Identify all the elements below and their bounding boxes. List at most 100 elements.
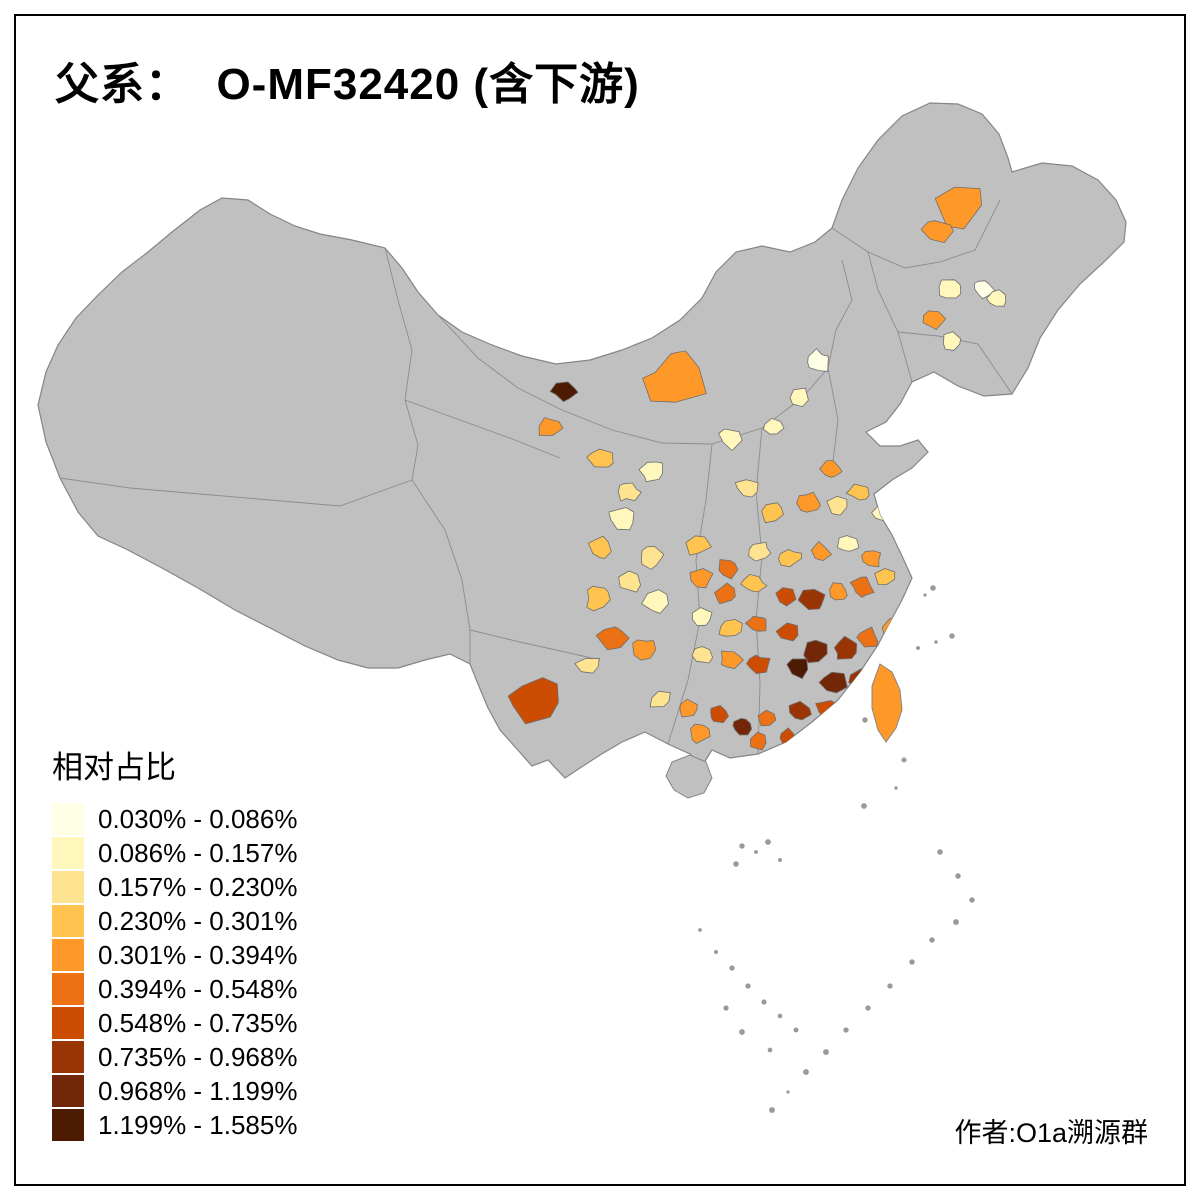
legend-item: 1.199% - 1.585%: [52, 1109, 297, 1141]
island-dot: [862, 717, 868, 723]
map-region: [632, 639, 657, 661]
map-region: [775, 587, 797, 607]
legend-swatch: [52, 973, 84, 1005]
legend-item: 0.030% - 0.086%: [52, 803, 297, 835]
island-dot: [865, 1005, 871, 1011]
island-dot: [949, 633, 955, 639]
map-region: [642, 350, 707, 403]
island-dot: [803, 1069, 809, 1075]
map-region: [718, 428, 743, 452]
island-dot: [713, 949, 719, 955]
hainan-island: [665, 754, 713, 799]
map-region: [538, 417, 564, 436]
map-region: [587, 535, 612, 559]
map-region: [762, 417, 785, 435]
legend-label: 0.030% - 0.086%: [98, 803, 298, 834]
legend-item: 0.735% - 0.968%: [52, 1041, 297, 1073]
map-region: [638, 461, 663, 483]
map-region: [789, 387, 809, 408]
map-region: [934, 186, 983, 230]
map-region: [586, 585, 611, 612]
map-region: [690, 723, 711, 744]
legend-item: 0.086% - 0.157%: [52, 837, 297, 869]
legend-swatch: [52, 871, 84, 903]
map-region: [641, 589, 669, 614]
map-region: [691, 646, 714, 664]
map-region: [810, 540, 833, 562]
island-dot: [861, 803, 867, 809]
map-region: [837, 535, 860, 552]
map-region: [920, 220, 954, 244]
map-region: [757, 709, 777, 727]
island-dot: [739, 1029, 745, 1035]
map-region: [807, 348, 829, 372]
island-dot: [777, 1013, 783, 1019]
legend-swatch: [52, 803, 84, 835]
map-region: [574, 657, 600, 674]
map-region: [803, 639, 828, 664]
island-dot: [769, 1107, 775, 1113]
map-region: [797, 588, 826, 611]
taiwan-island: [871, 663, 903, 743]
island-dot: [930, 585, 936, 591]
legend-swatch: [52, 837, 84, 869]
legend-swatch: [52, 1109, 84, 1141]
map-region: [640, 546, 665, 570]
sea-islands: [698, 585, 975, 1113]
island-dot: [767, 1047, 773, 1053]
island-dot: [955, 873, 961, 879]
map-region: [617, 482, 643, 502]
island-dot: [723, 1005, 729, 1011]
province-borders: [59, 199, 1013, 755]
map-region: [749, 731, 767, 751]
map-region: [942, 331, 961, 351]
legend-swatch: [52, 905, 84, 937]
legend-swatch: [52, 939, 84, 971]
island-dot: [765, 839, 771, 845]
legend-item: 0.230% - 0.301%: [52, 905, 297, 937]
map-region: [618, 570, 642, 593]
legend-items: 0.030% - 0.086% 0.086% - 0.157% 0.157% - 0…: [52, 803, 297, 1141]
legend-label: 0.086% - 0.157%: [98, 837, 298, 868]
map-region: [746, 654, 771, 675]
map-region: [718, 618, 743, 637]
island-dot: [969, 897, 975, 903]
map-region: [829, 582, 848, 601]
legend-label: 0.735% - 0.968%: [98, 1041, 298, 1072]
legend-item: 0.394% - 0.548%: [52, 973, 297, 1005]
map-region: [595, 626, 630, 651]
map-region: [874, 568, 896, 586]
map-region: [740, 573, 768, 593]
map-region: [818, 671, 848, 694]
map-region: [744, 615, 767, 632]
island-dot: [953, 919, 959, 925]
map-region: [775, 622, 799, 642]
map-region: [891, 514, 911, 528]
legend-title: 相对占比: [52, 750, 176, 785]
legend-swatch: [52, 1007, 84, 1039]
map-region: [796, 491, 821, 513]
legend-label: 0.230% - 0.301%: [98, 905, 298, 936]
island-dot: [786, 1090, 790, 1094]
map-region: [986, 289, 1007, 307]
legend-item: 0.968% - 1.199%: [52, 1075, 297, 1107]
island-dot: [843, 1027, 849, 1033]
island-dot: [739, 843, 745, 849]
map-region: [714, 582, 736, 605]
island-dot: [901, 757, 907, 763]
island-dot: [909, 959, 915, 965]
map-region: [720, 650, 744, 670]
map-region: [718, 559, 739, 580]
island-dot: [754, 850, 758, 854]
legend-label: 0.157% - 0.230%: [98, 871, 298, 902]
map-region: [507, 677, 559, 725]
legend-swatch: [52, 1041, 84, 1073]
island-dot: [745, 983, 751, 989]
map-region: [861, 550, 882, 568]
island-dot: [793, 1027, 799, 1033]
island-dot: [729, 965, 735, 971]
legend-label: 0.548% - 0.735%: [98, 1007, 298, 1038]
island-dot: [761, 999, 767, 1005]
legend-label: 0.301% - 0.394%: [98, 939, 298, 970]
